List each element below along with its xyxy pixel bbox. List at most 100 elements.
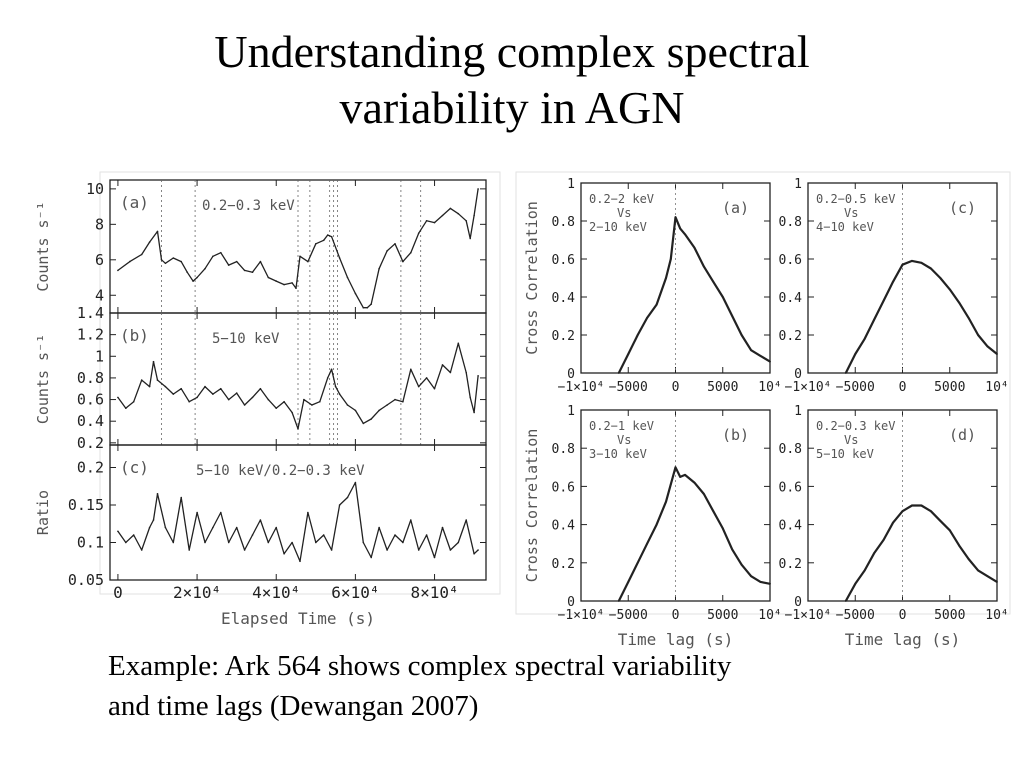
x-tick-label: 0 (113, 583, 123, 602)
data-point (948, 288, 951, 291)
data-point (473, 411, 475, 414)
panel-lc_c: 0.05 0.1 0.15 0.2 0 2×10⁴ 4×10⁴ 6×10⁴ 8×10⁴ (c) 5−… (34, 444, 487, 628)
data-point (721, 527, 724, 530)
data-point (188, 400, 190, 403)
data-point (192, 280, 194, 282)
data-point (939, 519, 942, 522)
data-point (410, 251, 412, 254)
data-point (140, 379, 143, 381)
data-point (712, 510, 715, 513)
data-point (156, 379, 159, 381)
data-point (627, 581, 630, 583)
data-point (967, 317, 970, 319)
data-point (354, 409, 357, 412)
y-tick-label: 0.05 (68, 571, 104, 589)
data-point (873, 552, 875, 555)
y-tick-label: 0 (794, 595, 802, 610)
data-point (759, 581, 762, 583)
y-tick-label: 1 (567, 404, 575, 419)
data-point (646, 317, 648, 319)
data-point (402, 260, 404, 263)
data-point (354, 292, 357, 295)
data-point (251, 271, 254, 274)
data-point (469, 237, 472, 240)
data-point (227, 398, 230, 401)
data-point (117, 396, 119, 399)
panel-label: (b) (120, 326, 149, 345)
y-tick-label: 1 (794, 177, 802, 192)
data-point (338, 257, 341, 259)
y-tick-label: 1.4 (77, 304, 104, 322)
data-point (204, 267, 206, 270)
x-tick-label: 0 (672, 380, 680, 395)
data-point (882, 539, 885, 541)
data-point (291, 411, 293, 414)
y-tick-label: 0.6 (77, 391, 104, 409)
data-point (996, 353, 998, 355)
data-point (370, 418, 373, 420)
data-point (334, 385, 337, 388)
data-point (441, 526, 444, 529)
data-point (425, 534, 428, 536)
y-axis-title: Cross Correlation (523, 201, 541, 355)
data-point (180, 260, 182, 263)
series-line (617, 216, 771, 374)
data-point (259, 260, 262, 263)
y-tick-label: 0.6 (552, 480, 575, 495)
data-point (212, 255, 214, 258)
data-point (251, 396, 254, 399)
x-tick-label: 4×10⁴ (252, 583, 300, 602)
data-point (164, 526, 167, 529)
data-point (370, 303, 373, 305)
data-point (473, 553, 475, 555)
panel-label: (c) (120, 458, 149, 477)
data-point (338, 393, 341, 395)
data-point (457, 342, 460, 345)
data-point (283, 400, 285, 403)
data-point (319, 400, 321, 403)
panel-label: (a) (722, 199, 749, 217)
panel-cc_b: 0 0.2 0.4 0.6 0.8 1 −1×10⁴ −5000 0 5000 10⁴ (b) 0.2−… (523, 404, 782, 649)
data-point (410, 368, 412, 371)
data-point (703, 265, 705, 268)
data-point (152, 519, 155, 521)
data-point (636, 561, 639, 564)
data-point (457, 541, 460, 544)
data-point (235, 392, 238, 394)
data-point (346, 404, 349, 406)
data-point (283, 553, 285, 555)
data-point (235, 526, 238, 529)
data-point (140, 549, 143, 551)
data-point (410, 519, 412, 521)
data-point (465, 220, 468, 222)
data-point (354, 481, 357, 484)
band-text: 5−10 keV (816, 447, 874, 461)
data-point (939, 277, 942, 279)
data-point (386, 404, 388, 406)
data-point (140, 253, 143, 256)
y-tick-label: 0.8 (552, 442, 575, 457)
data-point (958, 301, 961, 304)
y-tick-label: 0.2 (552, 557, 575, 572)
data-point (322, 534, 325, 536)
data-point (220, 251, 222, 254)
data-point (693, 246, 696, 249)
data-point (267, 276, 270, 279)
data-point (712, 280, 715, 283)
data-point (394, 398, 396, 401)
data-point (477, 188, 479, 190)
x-tick-label: 0 (672, 608, 680, 623)
data-point (196, 511, 198, 514)
y-tick-label: 8 (95, 215, 104, 233)
data-point (693, 481, 696, 484)
data-point (295, 287, 297, 290)
data-point (204, 541, 206, 544)
band-text: Vs (844, 433, 858, 447)
data-point (863, 569, 866, 572)
x-tick-label: −5000 (609, 608, 648, 623)
caption: Example: Ark 564 shows complex spectral … (108, 646, 988, 726)
series-line (844, 504, 998, 602)
y-tick-label: 0.4 (552, 519, 576, 534)
data-point (759, 355, 762, 357)
